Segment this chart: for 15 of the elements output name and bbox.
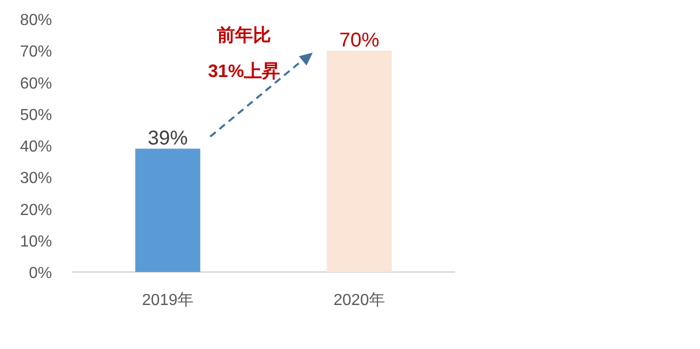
y-tick-label: 30% [20, 170, 52, 188]
y-tick-label: 80% [20, 12, 52, 29]
y-tick-label: 60% [20, 75, 52, 92]
y-tick-label: 10% [20, 233, 52, 250]
y-tick-label: 0% [28, 265, 52, 282]
x-tick-label: 2019年 [142, 292, 194, 309]
y-tick-label: 20% [20, 202, 52, 219]
y-tick-label: 40% [20, 138, 52, 156]
annotation: 31%上昇 [208, 61, 280, 81]
x-tick-label: 2020年 [333, 292, 386, 309]
data-label: 70% [339, 30, 380, 52]
annotation: 前年比 [216, 25, 271, 45]
data-label: 39% [148, 128, 188, 150]
y-tick-label: 50% [20, 106, 52, 124]
y-tick-label: 70% [20, 44, 52, 61]
